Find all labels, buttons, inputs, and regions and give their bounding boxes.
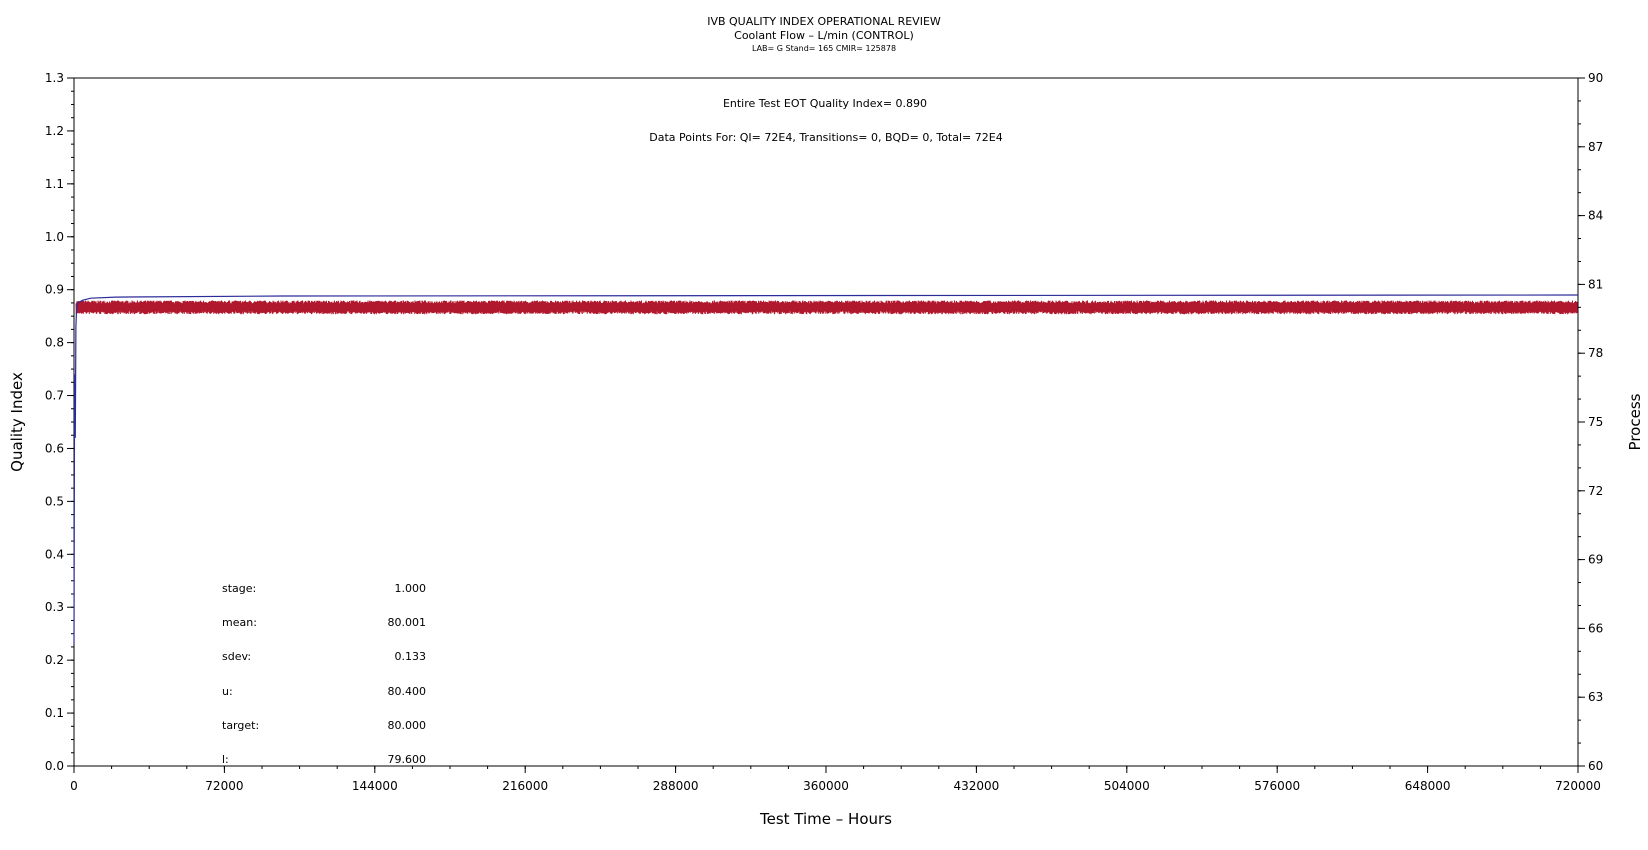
x-axis-label: Test Time – Hours xyxy=(759,810,892,828)
x-tick-label: 576000 xyxy=(1254,779,1300,793)
y-tick-label: 1.1 xyxy=(45,177,64,191)
y2-tick-label: 60 xyxy=(1588,759,1603,773)
y2-axis-label: Process xyxy=(1626,393,1644,450)
x-tick-label: 216000 xyxy=(502,779,548,793)
x-tick-label: 648000 xyxy=(1405,779,1451,793)
y2-tick-label: 81 xyxy=(1588,277,1603,291)
quality-index-series xyxy=(73,294,1579,645)
y2-tick-label: 75 xyxy=(1588,415,1603,429)
y2-tick-label: 84 xyxy=(1588,209,1603,223)
stat-value-target: 80.000 xyxy=(388,719,427,732)
stat-label-mean: mean: xyxy=(222,616,257,629)
y-axis-label: Quality Index xyxy=(8,372,26,472)
series-layer xyxy=(73,294,1579,645)
stat-label-sdev: sdev: xyxy=(222,650,251,663)
stat-value-l: 79.600 xyxy=(388,753,427,766)
x-tick-label: 144000 xyxy=(352,779,398,793)
chart-title: IVB QUALITY INDEX OPERATIONAL REVIEW xyxy=(707,15,941,28)
chart-subtitle: Coolant Flow – L/min (CONTROL) xyxy=(734,29,914,42)
y-tick-label: 1.2 xyxy=(45,124,64,138)
y-tick-label: 0.9 xyxy=(45,283,64,297)
stat-value-mean: 80.001 xyxy=(388,616,427,629)
stat-value-sdev: 0.133 xyxy=(395,650,427,663)
x-tick-label: 432000 xyxy=(953,779,999,793)
y-tick-label: 0.0 xyxy=(45,759,64,773)
y-tick-label: 1.3 xyxy=(45,71,64,85)
chart-subtitle-lab: LAB= G Stand= 165 CMIR= 125878 xyxy=(752,44,896,53)
x-tick-label: 720000 xyxy=(1555,779,1601,793)
stat-label-l: l: xyxy=(222,753,229,766)
stat-label-u: u: xyxy=(222,685,233,698)
y2-tick-label: 69 xyxy=(1588,553,1603,567)
y-tick-label: 0.5 xyxy=(45,494,64,508)
y-tick-label: 0.8 xyxy=(45,336,64,350)
stat-value-u: 80.400 xyxy=(388,685,427,698)
x-tick-label: 72000 xyxy=(205,779,243,793)
x-tick-label: 0 xyxy=(70,779,78,793)
x-tick-label: 504000 xyxy=(1104,779,1150,793)
y2-tick-label: 63 xyxy=(1588,690,1603,704)
y-tick-label: 0.4 xyxy=(45,547,64,561)
process-series xyxy=(75,300,1578,315)
y-tick-label: 0.6 xyxy=(45,441,64,455)
x-tick-label: 288000 xyxy=(653,779,699,793)
y-tick-label: 0.3 xyxy=(45,600,64,614)
y-tick-label: 0.7 xyxy=(45,389,64,403)
plot-frame xyxy=(73,77,1579,767)
y-tick-label: 1.0 xyxy=(45,230,64,244)
stat-label-target: target: xyxy=(222,719,259,732)
eot-annotation: Entire Test EOT Quality Index= 0.890 xyxy=(723,97,927,110)
stat-value-stage: 1.000 xyxy=(395,582,427,595)
y2-tick-label: 87 xyxy=(1588,140,1603,154)
y-tick-label: 0.2 xyxy=(45,653,64,667)
y2-tick-label: 66 xyxy=(1588,621,1603,635)
data-points-annotation: Data Points For: QI= 72E4, Transitions= … xyxy=(649,131,1002,144)
y-tick-label: 0.1 xyxy=(45,706,64,720)
y2-tick-label: 90 xyxy=(1588,71,1603,85)
stats-block: stage: 1.000 mean: 80.001 sdev: 0.133 u:… xyxy=(222,582,426,766)
y2-tick-label: 78 xyxy=(1588,346,1603,360)
tick-layer: 0 72000 144000 216000 288000 360000 432000 5040… xyxy=(45,71,1603,793)
stat-label-stage: stage: xyxy=(222,582,256,595)
y2-tick-label: 72 xyxy=(1588,484,1603,498)
x-tick-label: 360000 xyxy=(803,779,849,793)
